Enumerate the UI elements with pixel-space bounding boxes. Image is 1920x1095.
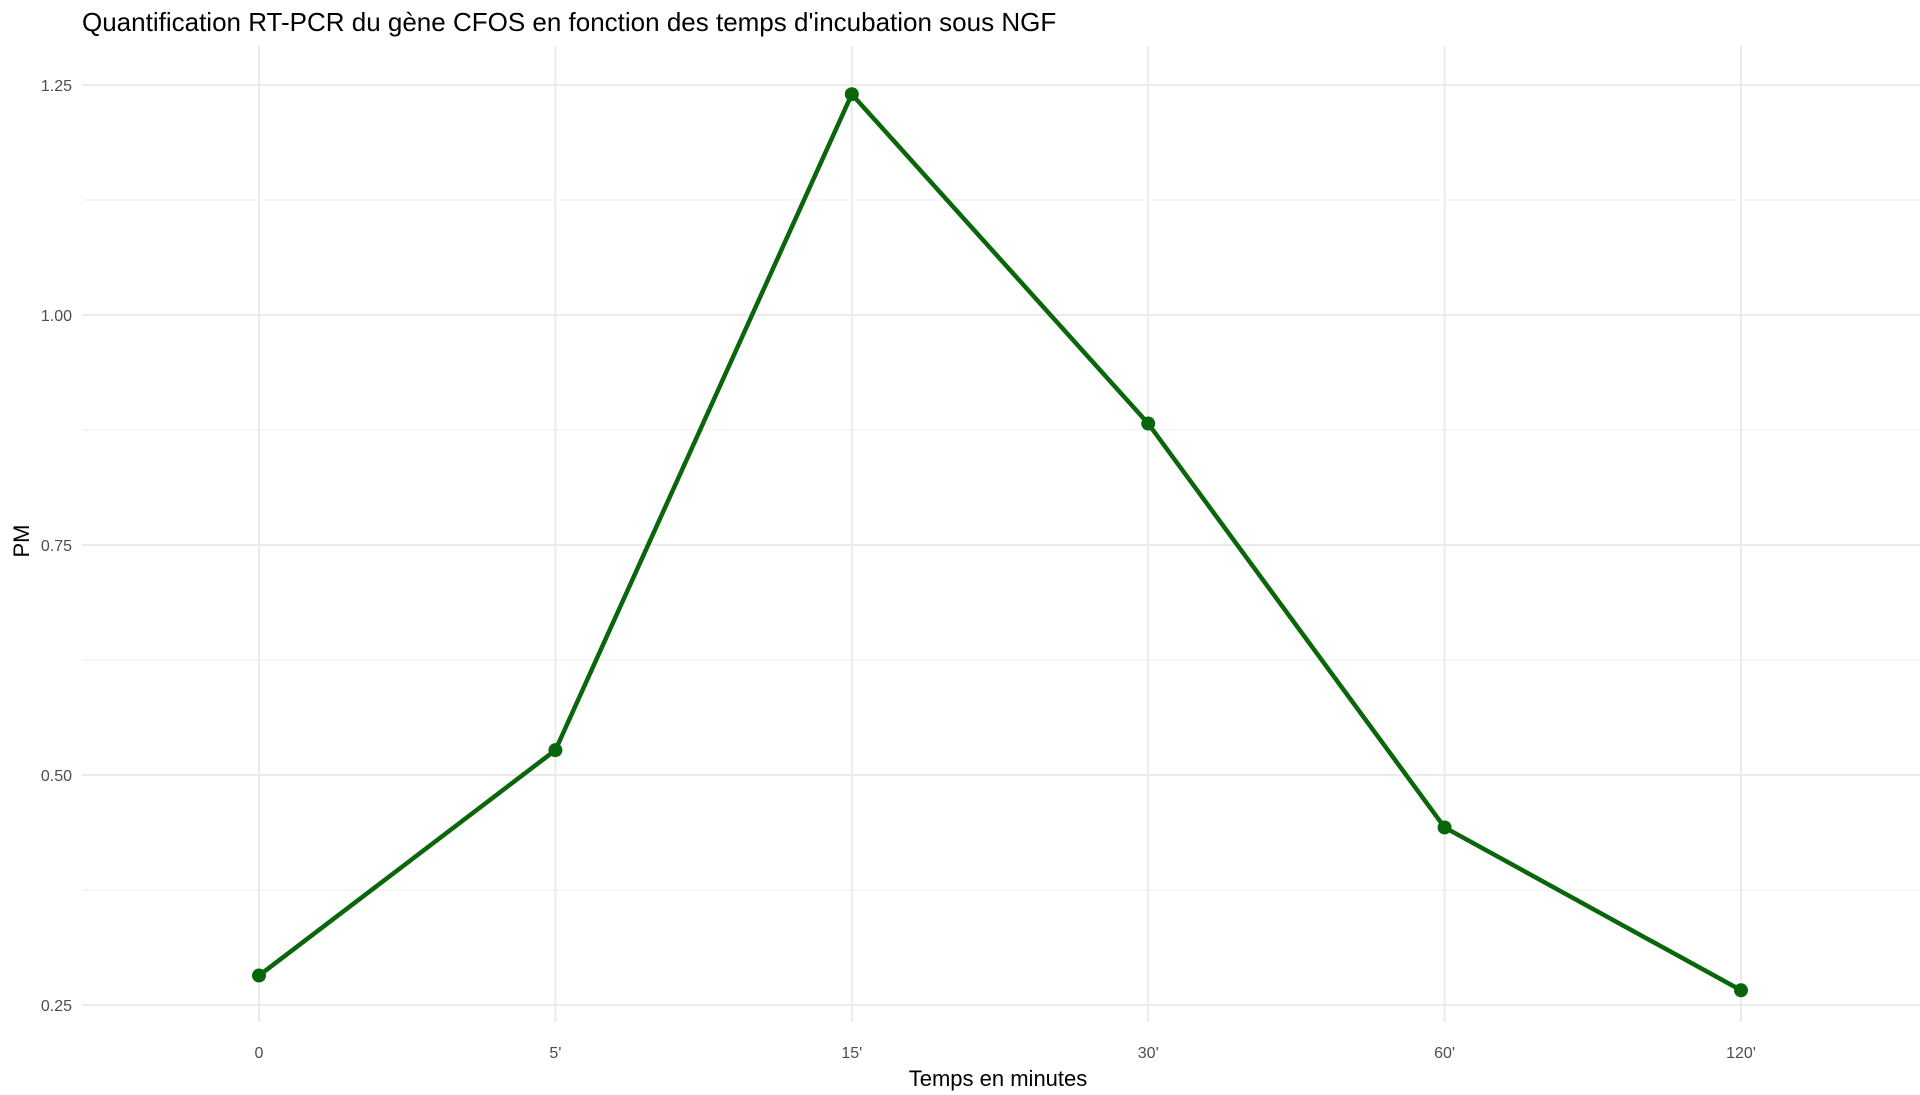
y-tick-label: 0.75 bbox=[41, 538, 72, 555]
data-point bbox=[548, 743, 563, 758]
series-line bbox=[256, 91, 1744, 993]
y-tick-label: 1.00 bbox=[41, 308, 72, 325]
y-tick-label: 1.25 bbox=[41, 78, 72, 95]
x-tick-label: 0 bbox=[255, 1045, 264, 1062]
data-point bbox=[844, 87, 859, 102]
x-tick-label: 5' bbox=[549, 1045, 561, 1062]
series-layer bbox=[252, 87, 1748, 998]
y-axis-ticks: 0.25 0.50 0.75 1.00 1.25 bbox=[41, 78, 72, 1015]
y-axis-title: PM bbox=[9, 525, 34, 558]
x-tick-label: 30' bbox=[1138, 1045, 1159, 1062]
y-tick-label: 0.25 bbox=[41, 998, 72, 1015]
data-point bbox=[1734, 983, 1748, 998]
data-point bbox=[1437, 820, 1452, 835]
data-point bbox=[1141, 416, 1156, 431]
grid-layer bbox=[82, 46, 1920, 1022]
chart-title: Quantification RT-PCR du gène CFOS en fo… bbox=[82, 7, 1056, 37]
x-axis-title: Temps en minutes bbox=[909, 1066, 1088, 1091]
x-tick-label: 120' bbox=[1726, 1045, 1756, 1062]
x-tick-label: 60' bbox=[1434, 1045, 1455, 1062]
y-tick-label: 0.50 bbox=[41, 768, 72, 785]
data-point bbox=[252, 968, 266, 983]
x-tick-label: 15' bbox=[841, 1045, 862, 1062]
x-axis-ticks: 0 5' 15' 30' 60' 120' bbox=[255, 1045, 1756, 1062]
